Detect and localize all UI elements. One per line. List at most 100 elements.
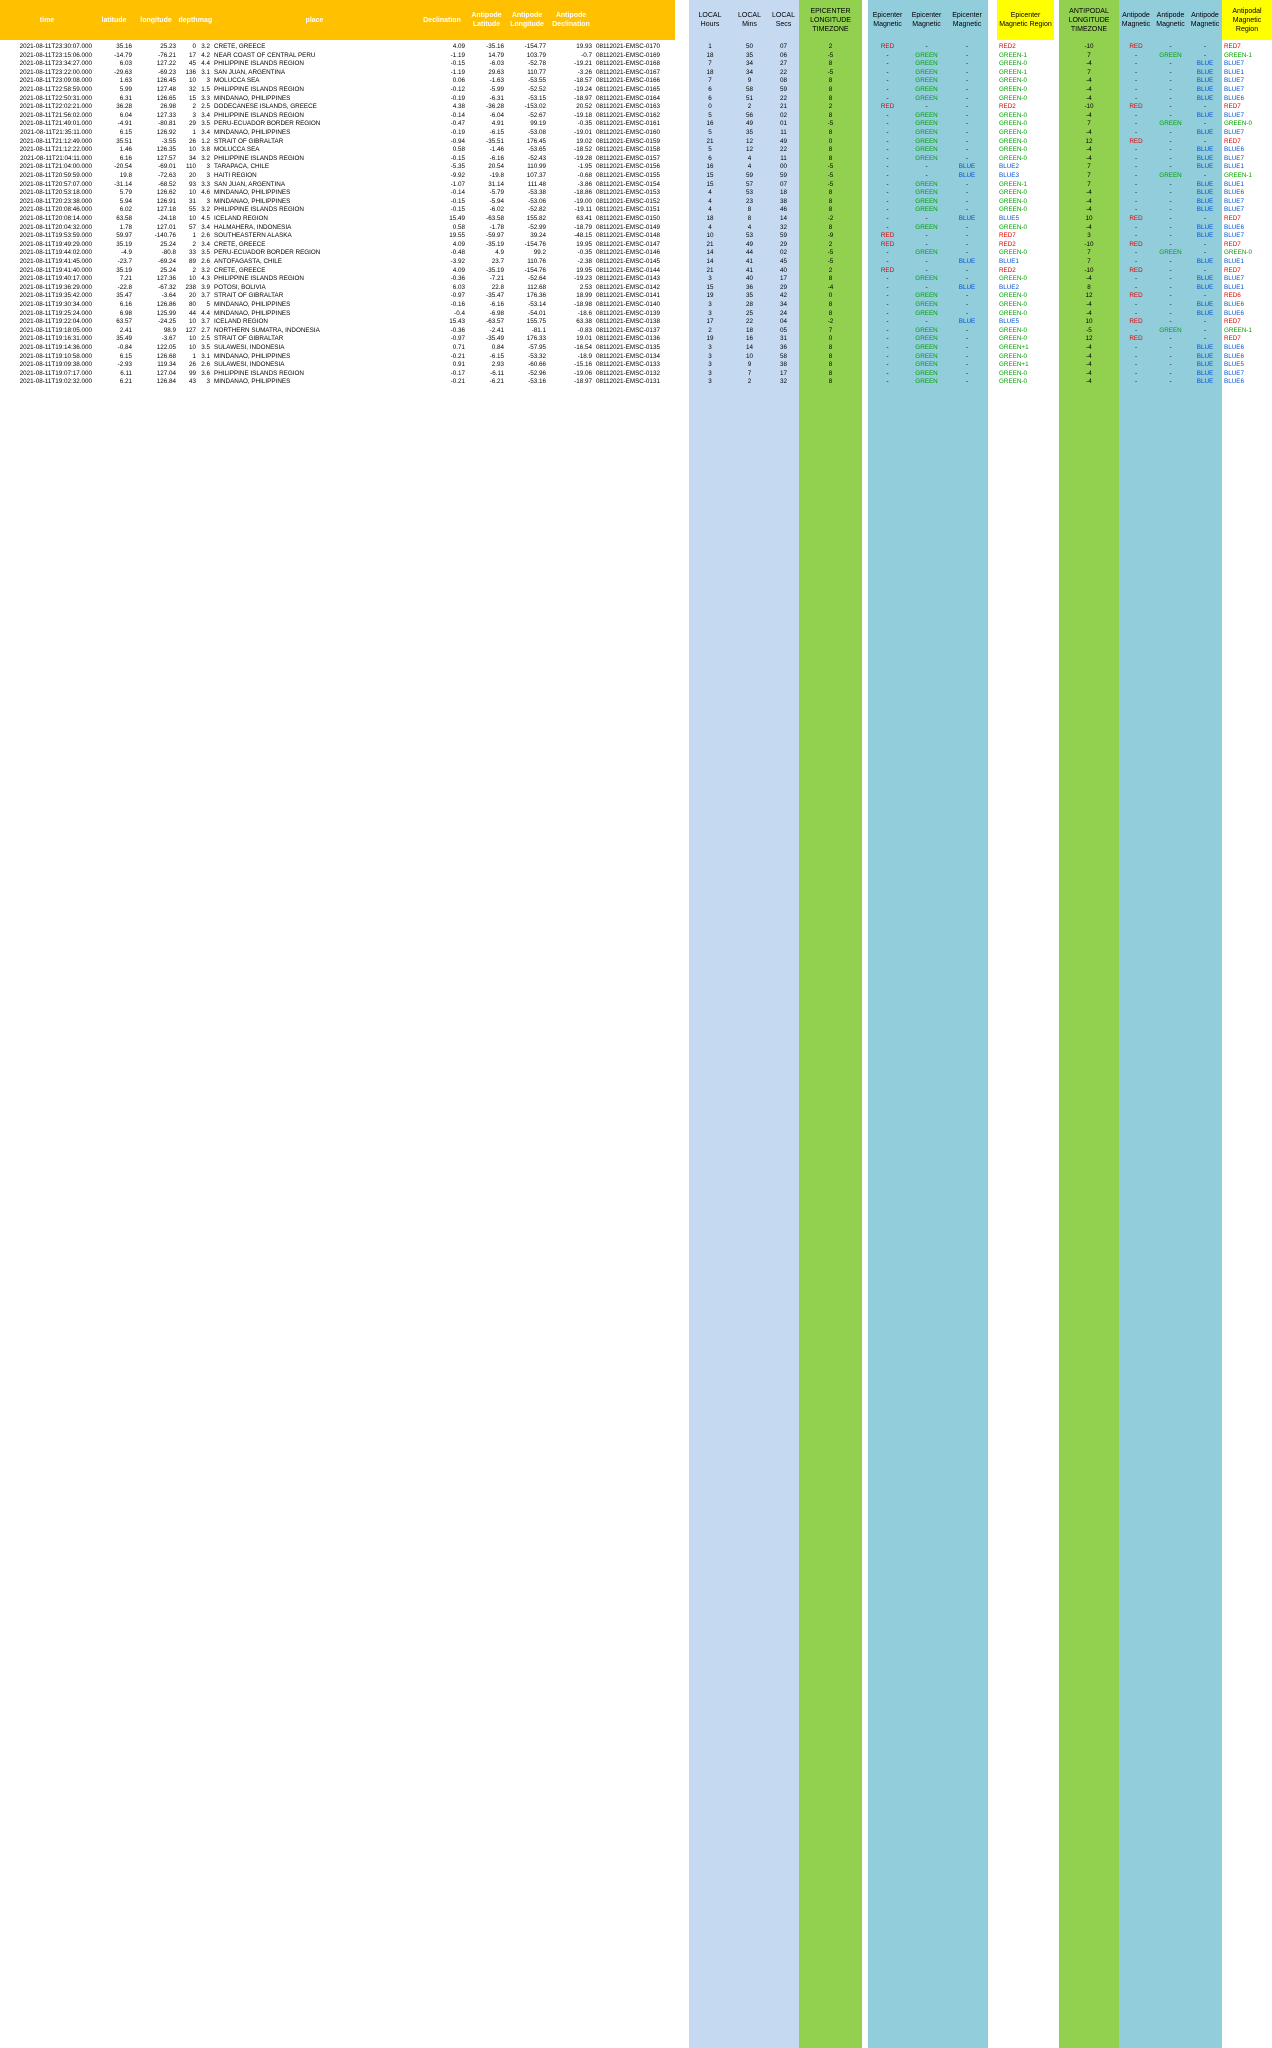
table-cell: RED bbox=[880, 232, 895, 240]
table-cell: -18.52 bbox=[574, 146, 592, 154]
table-cell: -4 bbox=[1086, 352, 1092, 360]
table-cell: 122.05 bbox=[156, 344, 176, 351]
table-cell: 2 bbox=[828, 103, 833, 111]
table-cell: - bbox=[925, 232, 928, 240]
table-cell: 2021-08-11T19:14:36.000 bbox=[19, 344, 92, 351]
table-cell: -24.18 bbox=[158, 215, 176, 222]
column-header bbox=[988, 0, 997, 40]
table-cell: 8 bbox=[828, 223, 833, 231]
table-cell: - bbox=[965, 77, 969, 85]
table-cell: 1 bbox=[192, 129, 196, 136]
table-cell: STRAIT OF GIBRALTAR bbox=[214, 335, 284, 343]
table-cell: 3 bbox=[192, 111, 196, 119]
table-cell: CRETE, GREECE bbox=[214, 43, 266, 50]
table-cell: - bbox=[1169, 301, 1172, 308]
table-cell: 35.19 bbox=[116, 266, 132, 274]
table-cell: 35.16 bbox=[116, 43, 132, 50]
table-cell: - bbox=[1134, 206, 1138, 214]
table-cell: -154.76 bbox=[524, 266, 546, 274]
table-cell: -1.63 bbox=[489, 77, 504, 85]
table-cell: -19.24 bbox=[574, 86, 592, 93]
table-cell: 02 bbox=[779, 111, 787, 119]
table-cell: 59 bbox=[779, 86, 787, 93]
table-cell: - bbox=[1169, 223, 1172, 231]
table-cell: GREEN bbox=[915, 361, 938, 369]
table-cell: GREEN bbox=[915, 369, 938, 377]
table-cell: 3 bbox=[708, 344, 712, 351]
table-cell: -6.02 bbox=[489, 206, 504, 214]
table-cell: - bbox=[886, 129, 889, 136]
table-cell: GREEN-0 bbox=[999, 335, 1027, 343]
table-cell: - bbox=[1134, 60, 1138, 68]
table-cell: -4 bbox=[1086, 154, 1092, 162]
table-cell: 53 bbox=[745, 189, 753, 197]
table-cell: -52.99 bbox=[528, 223, 546, 231]
table-cell: GREEN-0 bbox=[999, 206, 1027, 214]
table-cell: 3 bbox=[206, 77, 210, 85]
table-cell: 49 bbox=[745, 120, 753, 128]
table-cell: RED bbox=[880, 266, 895, 274]
table-cell: 08112021-EMSC-0165 bbox=[596, 86, 660, 93]
table-cell: -4.9 bbox=[121, 249, 132, 257]
table-cell: 99 bbox=[188, 369, 196, 377]
table-cell: 2021-08-11T19:09:38.000 bbox=[19, 361, 92, 369]
table-cell: 63.58 bbox=[116, 215, 132, 222]
table-cell: -1.95 bbox=[577, 163, 592, 171]
table-cell: 2 bbox=[192, 266, 196, 274]
table-cell: -0.14 bbox=[450, 111, 465, 119]
table-cell: 3.2 bbox=[201, 154, 210, 162]
table-cell: 4.91 bbox=[491, 120, 504, 128]
table-cell: SULAWESI, INDONESIA bbox=[214, 344, 285, 351]
table-cell: 127 bbox=[185, 326, 196, 334]
table-cell: PHILIPPINE ISLANDS REGION bbox=[214, 369, 304, 377]
table-cell: 3 bbox=[708, 275, 712, 283]
table-cell: 6.02 bbox=[119, 206, 132, 214]
table-cell: -29.63 bbox=[114, 68, 132, 76]
table-cell: - bbox=[1169, 309, 1172, 317]
table-cell: -57.95 bbox=[528, 344, 546, 351]
table-cell: 08112021-EMSC-0132 bbox=[596, 369, 660, 377]
table-cell: 126.68 bbox=[156, 352, 176, 360]
table-cell: 26 bbox=[188, 137, 196, 145]
table-cell: 7 bbox=[1087, 172, 1091, 179]
table-cell: 127.18 bbox=[156, 206, 176, 214]
table-cell: 2021-08-11T21:12:49.000 bbox=[19, 137, 92, 145]
table-cell: -4 bbox=[1086, 378, 1092, 386]
table-cell: GREEN bbox=[915, 301, 938, 308]
table-cell: 238 bbox=[185, 283, 196, 291]
table-cell: GREEN-1 bbox=[999, 51, 1027, 59]
table-cell: - bbox=[925, 103, 928, 111]
table-cell: - bbox=[886, 86, 889, 93]
table-cell: RED2 bbox=[999, 266, 1016, 274]
table-cell: 41 bbox=[745, 266, 753, 274]
table-cell: 8 bbox=[828, 60, 833, 68]
column-header: LOCAL Mins bbox=[731, 0, 768, 40]
table-cell: GREEN-0 bbox=[999, 301, 1027, 308]
table-cell: GREEN-0 bbox=[999, 249, 1027, 257]
table-cell: 53 bbox=[745, 232, 753, 240]
table-cell: 2021-08-11T19:44:02.000 bbox=[19, 249, 92, 257]
table-cell: 10 bbox=[188, 77, 196, 85]
table-cell: -0.4 bbox=[454, 309, 465, 317]
table-cell: 2021-08-11T21:04:11.000 bbox=[20, 154, 92, 162]
table-cell: - bbox=[1134, 68, 1138, 76]
table-cell: 1 bbox=[708, 43, 712, 50]
table-cell: - bbox=[886, 172, 889, 179]
table-cell: 08112021-EMSC-0168 bbox=[596, 60, 660, 68]
table-cell: 127.01 bbox=[156, 223, 176, 231]
table-cell: BLUE bbox=[1196, 309, 1214, 317]
table-cell: MINDANAO, PHILIPPINES bbox=[214, 189, 291, 197]
table-cell: GREEN bbox=[1159, 120, 1182, 128]
table-cell: -19.00 bbox=[574, 197, 592, 205]
table-cell: - bbox=[965, 129, 969, 136]
table-cell: 0 bbox=[192, 43, 196, 50]
table-cell: -4 bbox=[1086, 60, 1092, 68]
table-cell: -3.26 bbox=[577, 68, 592, 76]
table-cell: 56 bbox=[745, 111, 753, 119]
table-cell: 63.41 bbox=[576, 215, 592, 222]
table-cell: -5 bbox=[1086, 326, 1092, 334]
column-header: latitude bbox=[94, 0, 134, 40]
table-cell: 40 bbox=[745, 275, 753, 283]
table-cell: - bbox=[925, 43, 928, 50]
table-cell: -22.8 bbox=[117, 283, 132, 291]
